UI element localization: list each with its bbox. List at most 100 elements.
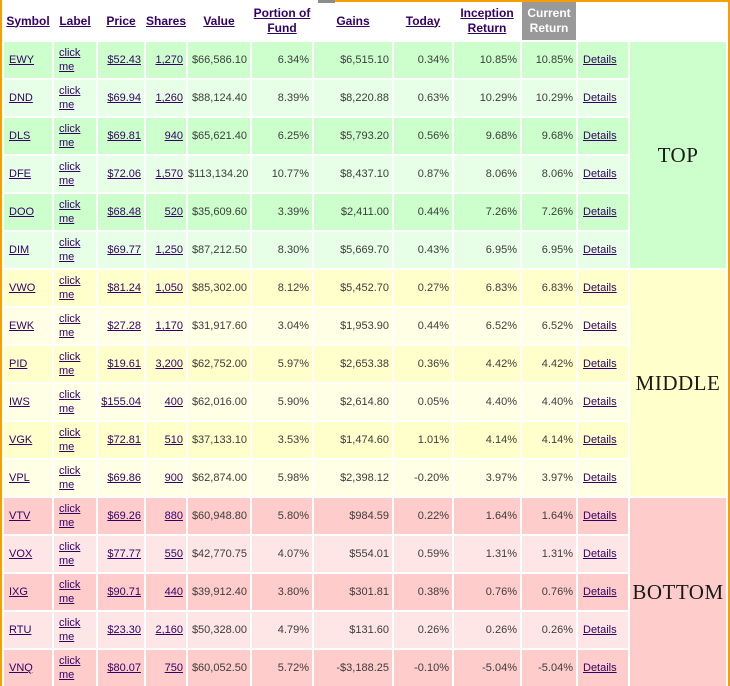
label-link[interactable]: click me bbox=[59, 123, 81, 149]
sort-link-value[interactable]: Value bbox=[203, 13, 235, 28]
details-link[interactable]: Details bbox=[583, 130, 617, 142]
symbol-link[interactable]: DND bbox=[9, 92, 33, 104]
shares-link-cell: 1,050 bbox=[146, 270, 186, 306]
label-link[interactable]: click me bbox=[59, 579, 81, 605]
symbol-link[interactable]: IWS bbox=[9, 396, 30, 408]
symbol-link[interactable]: DFE bbox=[9, 168, 31, 180]
today-cell: 1.01% bbox=[394, 422, 452, 458]
shares-link[interactable]: 900 bbox=[164, 472, 183, 484]
details-link[interactable]: Details bbox=[583, 54, 617, 66]
label-link[interactable]: click me bbox=[59, 275, 81, 301]
details-link[interactable]: Details bbox=[583, 396, 617, 408]
label-link[interactable]: click me bbox=[59, 161, 81, 187]
price-link[interactable]: $69.77 bbox=[107, 244, 141, 256]
details-link[interactable]: Details bbox=[583, 244, 617, 256]
label-link[interactable]: click me bbox=[59, 389, 81, 415]
label-link[interactable]: click me bbox=[59, 47, 81, 73]
shares-link[interactable]: 1,570 bbox=[155, 168, 183, 180]
sort-link-today[interactable]: Today bbox=[405, 13, 441, 28]
details-link[interactable]: Details bbox=[583, 624, 617, 636]
label-link[interactable]: click me bbox=[59, 541, 81, 567]
details-link[interactable]: Details bbox=[583, 282, 617, 294]
details-link[interactable]: Details bbox=[583, 168, 617, 180]
details-link[interactable]: Details bbox=[583, 206, 617, 218]
details-link[interactable]: Details bbox=[583, 434, 617, 446]
price-link[interactable]: $72.81 bbox=[107, 434, 141, 446]
price-link[interactable]: $52.43 bbox=[107, 54, 141, 66]
inception-return-cell: 8.06% bbox=[454, 156, 520, 192]
shares-link[interactable]: 1,250 bbox=[155, 244, 183, 256]
label-link[interactable]: click me bbox=[59, 237, 81, 263]
price-link[interactable]: $155.04 bbox=[101, 396, 141, 408]
price-link[interactable]: $77.77 bbox=[107, 548, 141, 560]
symbol-link[interactable]: IXG bbox=[9, 586, 28, 598]
shares-link[interactable]: 510 bbox=[164, 434, 183, 446]
symbol-link[interactable]: VGK bbox=[9, 434, 33, 446]
label-link[interactable]: click me bbox=[59, 503, 81, 529]
shares-link[interactable]: 1,270 bbox=[155, 54, 183, 66]
symbol-link[interactable]: DOO bbox=[9, 206, 35, 218]
price-link[interactable]: $69.86 bbox=[107, 472, 141, 484]
price-link[interactable]: $68.48 bbox=[107, 206, 141, 218]
sort-link-label[interactable]: Label bbox=[59, 13, 91, 28]
shares-link[interactable]: 1,170 bbox=[155, 320, 183, 332]
label-link[interactable]: click me bbox=[59, 465, 81, 491]
details-link[interactable]: Details bbox=[583, 92, 617, 104]
details-link[interactable]: Details bbox=[583, 358, 617, 370]
price-link[interactable]: $27.28 bbox=[107, 320, 141, 332]
details-link[interactable]: Details bbox=[583, 472, 617, 484]
shares-link[interactable]: 1,050 bbox=[155, 282, 183, 294]
price-link[interactable]: $69.26 bbox=[107, 510, 141, 522]
shares-link[interactable]: 940 bbox=[164, 130, 183, 142]
shares-link[interactable]: 2,160 bbox=[155, 624, 183, 636]
symbol-link[interactable]: DLS bbox=[9, 130, 31, 142]
symbol-link[interactable]: VWO bbox=[9, 282, 36, 294]
symbol-link[interactable]: VPL bbox=[9, 472, 30, 484]
shares-link[interactable]: 750 bbox=[164, 662, 183, 674]
shares-link[interactable]: 520 bbox=[164, 206, 183, 218]
sort-link-portion-of-fund[interactable]: Portion of Fund bbox=[253, 6, 311, 35]
symbol-link[interactable]: EWY bbox=[9, 54, 35, 66]
symbol-link[interactable]: VOX bbox=[9, 548, 33, 560]
label-link[interactable]: click me bbox=[59, 427, 81, 453]
sort-link-inception-return[interactable]: Inception Return bbox=[460, 6, 514, 35]
price-link[interactable]: $81.24 bbox=[107, 282, 141, 294]
label-link[interactable]: click me bbox=[59, 313, 81, 339]
symbol-link[interactable]: RTU bbox=[9, 624, 32, 636]
symbol-link[interactable]: EWK bbox=[9, 320, 35, 332]
label-link[interactable]: click me bbox=[59, 617, 81, 643]
details-link[interactable]: Details bbox=[583, 586, 617, 598]
shares-link[interactable]: 3,200 bbox=[155, 358, 183, 370]
price-link[interactable]: $72.06 bbox=[107, 168, 141, 180]
label-link[interactable]: click me bbox=[59, 85, 81, 111]
value-cell: $65,621.40 bbox=[188, 118, 250, 154]
price-link[interactable]: $23.30 bbox=[107, 624, 141, 636]
shares-link[interactable]: 440 bbox=[164, 586, 183, 598]
sort-link-shares[interactable]: Shares bbox=[146, 13, 187, 28]
sort-link-symbol[interactable]: Symbol bbox=[6, 13, 50, 28]
label-link[interactable]: click me bbox=[59, 655, 81, 681]
details-link[interactable]: Details bbox=[583, 548, 617, 560]
price-link[interactable]: $80.07 bbox=[107, 662, 141, 674]
symbol-link[interactable]: VTV bbox=[9, 510, 31, 522]
price-link-cell: $69.81 bbox=[98, 118, 144, 154]
sort-link-gains[interactable]: Gains bbox=[336, 13, 370, 28]
symbol-link[interactable]: PID bbox=[9, 358, 28, 370]
details-link[interactable]: Details bbox=[583, 320, 617, 332]
price-link[interactable]: $19.61 bbox=[107, 358, 141, 370]
symbol-link[interactable]: DIM bbox=[9, 244, 30, 256]
price-link[interactable]: $69.94 bbox=[107, 92, 141, 104]
details-link[interactable]: Details bbox=[583, 662, 617, 674]
shares-link[interactable]: 880 bbox=[164, 510, 183, 522]
shares-link[interactable]: 1,260 bbox=[155, 92, 183, 104]
price-link[interactable]: $69.81 bbox=[107, 130, 141, 142]
details-link[interactable]: Details bbox=[583, 510, 617, 522]
symbol-link[interactable]: VNQ bbox=[9, 662, 33, 674]
sort-link-price[interactable]: Price bbox=[106, 13, 136, 28]
label-link[interactable]: click me bbox=[59, 199, 81, 225]
shares-link[interactable]: 400 bbox=[164, 396, 183, 408]
label-link[interactable]: click me bbox=[59, 351, 81, 377]
price-link[interactable]: $90.71 bbox=[107, 586, 141, 598]
shares-link[interactable]: 550 bbox=[164, 548, 183, 560]
shares-link-cell: 1,260 bbox=[146, 80, 186, 116]
